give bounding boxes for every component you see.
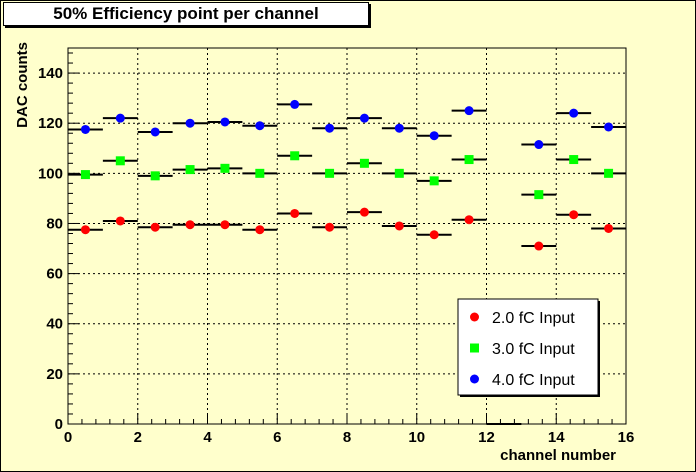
data-point: [534, 241, 544, 251]
y-tick-label: 100: [38, 165, 63, 182]
y-tick-label: 120: [38, 115, 63, 132]
x-tick-label: 4: [203, 429, 212, 446]
legend-label: 4.0 fC Input: [492, 372, 575, 389]
x-tick-label: 8: [343, 429, 351, 446]
y-tick-label: 20: [46, 366, 63, 383]
x-tick-label: 16: [618, 429, 635, 446]
data-point: [394, 123, 404, 133]
data-point: [185, 118, 195, 128]
data-point: [325, 168, 335, 178]
y-tick-label: 0: [55, 416, 63, 433]
data-point: [150, 171, 160, 181]
data-point: [534, 190, 544, 200]
data-point: [150, 127, 160, 137]
data-point: [80, 170, 90, 180]
x-tick-label: 10: [408, 429, 425, 446]
y-tick-label: 60: [46, 266, 63, 283]
y-tick-label: 80: [46, 215, 63, 232]
data-point: [115, 216, 125, 226]
x-tick-label: 2: [134, 429, 142, 446]
data-point: [115, 156, 125, 166]
y-axis-title: DAC counts: [14, 42, 31, 128]
data-point: [220, 163, 230, 173]
data-point: [290, 208, 300, 218]
x-tick-label: 0: [64, 429, 72, 446]
data-point: [255, 121, 265, 131]
legend-marker: [470, 374, 479, 384]
y-tick-label: 140: [38, 65, 63, 82]
data-point: [80, 225, 90, 235]
x-tick-label: 6: [273, 429, 281, 446]
data-point: [325, 123, 335, 133]
data-point: [394, 221, 404, 231]
data-point: [185, 165, 195, 175]
y-tick-label: 40: [46, 316, 63, 333]
data-point: [220, 117, 230, 127]
data-point: [255, 168, 265, 178]
data-point: [290, 151, 300, 161]
data-point: [604, 168, 614, 178]
data-point: [534, 140, 544, 150]
data-point: [290, 99, 300, 109]
data-point: [220, 220, 230, 230]
data-point: [185, 220, 195, 230]
data-point: [394, 168, 404, 178]
data-point: [359, 207, 369, 217]
data-point: [255, 225, 265, 235]
x-tick-label: 14: [548, 429, 565, 446]
data-point: [604, 223, 614, 233]
data-point: [464, 215, 474, 225]
data-point: [464, 106, 474, 116]
data-point: [604, 122, 614, 132]
data-point: [359, 113, 369, 123]
data-point: [429, 176, 439, 186]
legend-marker: [470, 312, 479, 322]
data-point: [115, 113, 125, 123]
legend-marker: [470, 343, 479, 353]
data-point: [150, 222, 160, 232]
data-point: [325, 222, 335, 232]
data-point: [569, 155, 579, 165]
data-point: [464, 155, 474, 165]
legend-label: 3.0 fC Input: [492, 341, 575, 358]
legend-label: 2.0 fC Input: [492, 310, 575, 327]
data-point: [569, 108, 579, 118]
legend: [457, 298, 599, 396]
data-point: [569, 210, 579, 220]
x-tick-label: 12: [478, 429, 495, 446]
chart-title: 50% Efficiency point per channel: [3, 2, 369, 26]
data-point: [429, 131, 439, 141]
data-point: [80, 124, 90, 134]
data-point: [429, 230, 439, 240]
data-point: [359, 158, 369, 168]
x-axis-title: channel number: [500, 447, 616, 464]
